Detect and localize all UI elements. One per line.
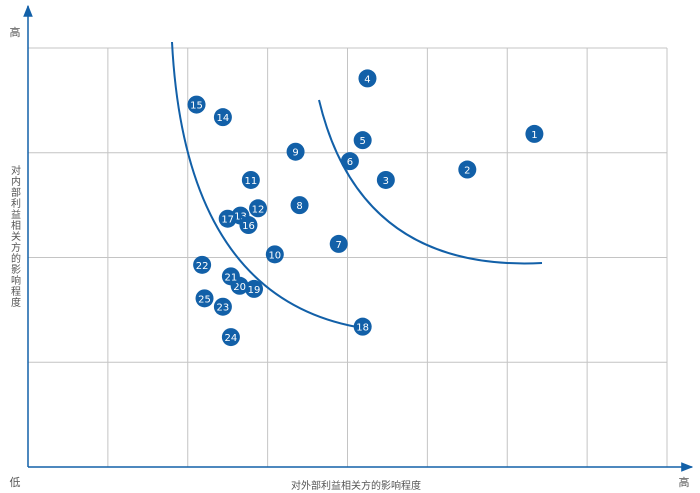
point-label: 13 <box>234 212 247 223</box>
point-label: 18 <box>356 323 369 334</box>
point-label: 24 <box>225 333 238 344</box>
y-high-label: 高 <box>10 25 21 39</box>
point-label: 23 <box>217 303 230 314</box>
point <box>195 289 214 308</box>
point <box>221 328 240 347</box>
boundary-curve <box>318 99 543 265</box>
point-label: 12 <box>252 204 265 215</box>
y-axis-label: 对内部利益相关方的影响程度 <box>9 164 21 308</box>
point <box>187 95 206 114</box>
point <box>213 297 232 316</box>
point <box>376 170 395 189</box>
point <box>340 152 359 171</box>
point-label: 19 <box>248 285 261 296</box>
point <box>525 124 544 143</box>
point-label: 17 <box>221 215 234 226</box>
point-label: 10 <box>268 250 281 261</box>
point-label: 5 <box>359 136 365 147</box>
point-label: 25 <box>198 294 211 305</box>
grid <box>27 47 668 468</box>
point <box>286 142 305 161</box>
point <box>213 108 232 127</box>
point-label: 20 <box>233 282 246 293</box>
point <box>245 279 264 298</box>
point-label: 21 <box>225 272 238 283</box>
point-label: 15 <box>190 101 203 112</box>
point-label: 7 <box>336 240 342 251</box>
point-label: 8 <box>296 201 302 212</box>
point <box>358 69 377 88</box>
boundary-curve <box>171 41 358 328</box>
point-label: 14 <box>217 113 230 124</box>
x-low-label: 低 <box>10 476 21 489</box>
point <box>265 245 284 264</box>
point <box>239 216 258 235</box>
point-label: 2 <box>464 166 470 177</box>
points: 1234567891011121314151617181920212223242… <box>187 69 544 347</box>
x-high-label: 高 <box>679 475 690 489</box>
point-label: 6 <box>347 157 353 168</box>
point-label: 3 <box>383 176 389 187</box>
point-label: 4 <box>364 74 370 85</box>
point <box>329 234 348 253</box>
point <box>458 160 477 179</box>
point-label: 22 <box>196 261 209 272</box>
point <box>193 255 212 274</box>
point <box>290 196 309 215</box>
point-label: 11 <box>244 176 257 187</box>
point <box>221 267 240 286</box>
point-label: 16 <box>242 221 255 232</box>
point <box>218 209 237 228</box>
point-label: 1 <box>531 130 537 141</box>
point <box>353 131 372 150</box>
point <box>353 317 372 336</box>
x-axis-label: 对外部利益相关方的影响程度 <box>291 479 421 492</box>
point <box>249 199 268 218</box>
point <box>241 170 260 189</box>
point-label: 9 <box>292 148 298 159</box>
